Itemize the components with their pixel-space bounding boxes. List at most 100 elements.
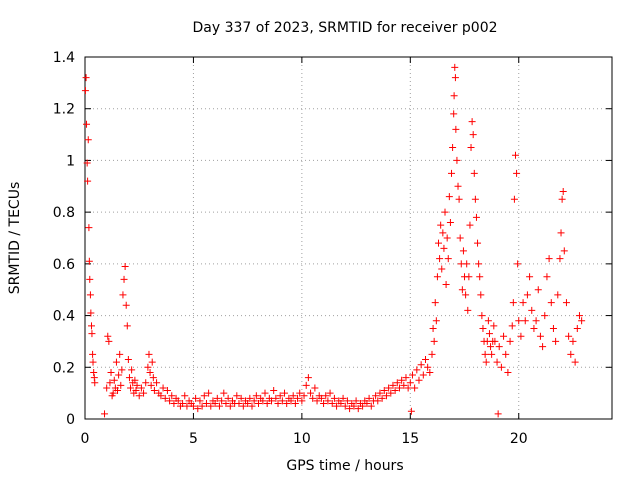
data-point-marker	[432, 317, 440, 325]
data-point-marker	[450, 92, 458, 100]
data-point-marker	[444, 255, 452, 263]
data-point-marker	[125, 374, 133, 382]
data-point-marker	[304, 374, 312, 382]
data-point-marker	[194, 405, 202, 413]
data-point-marker	[514, 260, 522, 268]
data-point-marker	[462, 291, 470, 299]
data-point-marker	[170, 399, 178, 407]
data-point-marker	[104, 332, 112, 340]
data-point-marker	[207, 402, 215, 410]
data-point-marker	[454, 182, 462, 190]
data-point-marker	[494, 410, 502, 418]
data-point-marker	[491, 337, 499, 345]
data-point-marker	[485, 330, 493, 338]
data-point-marker	[205, 389, 213, 397]
data-point-marker	[110, 376, 118, 384]
data-point-marker	[430, 337, 438, 345]
data-point-marker	[528, 306, 536, 314]
y-tick-label: 0.8	[53, 205, 75, 221]
data-point-marker	[83, 120, 91, 128]
data-point-marker	[448, 169, 456, 177]
data-point-marker	[302, 381, 310, 389]
data-point-marker	[289, 392, 297, 400]
data-point-marker	[352, 397, 360, 405]
data-point-marker	[115, 371, 123, 379]
data-point-marker	[391, 387, 399, 395]
data-point-marker	[150, 387, 158, 395]
data-point-marker	[140, 389, 148, 397]
data-point-marker	[346, 405, 354, 413]
data-point-marker	[484, 317, 492, 325]
data-point-marker	[523, 291, 531, 299]
data-point-marker	[298, 397, 306, 405]
y-tick-label: 0.4	[53, 309, 75, 325]
x-tick-label: 10	[293, 431, 311, 447]
data-point-marker	[393, 379, 401, 387]
data-point-marker	[128, 366, 136, 374]
y-axis-label: SRMTID / TECUs	[7, 182, 23, 295]
data-point-marker	[309, 394, 317, 402]
data-point-marker	[562, 299, 570, 307]
data-point-marker	[407, 407, 415, 415]
data-point-marker	[88, 322, 96, 330]
data-point-marker	[246, 394, 254, 402]
data-point-marker	[479, 325, 487, 332]
data-point-marker	[541, 312, 549, 320]
data-point-marker	[337, 399, 345, 407]
data-point-marker	[263, 399, 271, 407]
data-point-marker	[220, 389, 228, 397]
data-point-marker	[120, 275, 128, 283]
y-tick-label: 0.2	[53, 360, 75, 376]
data-point-marker	[181, 392, 189, 400]
data-point-marker	[428, 350, 436, 358]
data-point-marker	[179, 399, 187, 407]
data-point-marker	[317, 394, 325, 402]
data-point-marker	[119, 291, 127, 299]
data-point-marker	[82, 74, 90, 82]
data-point-marker	[85, 257, 93, 265]
data-point-marker	[224, 394, 232, 402]
data-point-marker	[215, 402, 223, 410]
y-tick-label: 1	[66, 153, 75, 169]
data-point-marker	[142, 379, 150, 387]
data-point-marker	[502, 350, 510, 358]
data-point-marker	[476, 273, 484, 281]
data-point-marker	[339, 394, 347, 402]
data-point-marker	[131, 376, 139, 384]
x-axis-label: GPS time / hours	[286, 458, 403, 474]
data-point-marker	[367, 402, 375, 410]
data-point-marker	[146, 368, 154, 376]
data-point-marker	[124, 356, 132, 364]
data-point-marker	[463, 260, 471, 268]
data-point-marker	[451, 74, 459, 82]
data-point-marker	[106, 379, 114, 387]
data-point-marker	[380, 387, 388, 395]
data-point-marker	[213, 394, 221, 402]
data-point-marker	[465, 273, 473, 281]
data-point-marker	[83, 159, 91, 167]
data-point-marker	[402, 374, 410, 382]
data-point-marker	[144, 363, 152, 371]
data-point-marker	[196, 397, 204, 405]
data-point-marker	[482, 358, 490, 366]
data-point-marker	[569, 337, 577, 345]
data-point-marker	[294, 394, 302, 402]
data-point-marker	[112, 358, 120, 366]
data-point-marker	[404, 384, 412, 392]
data-point-marker	[467, 144, 475, 151]
x-tick-label: 15	[401, 431, 419, 447]
data-point-marker	[558, 195, 566, 203]
data-point-marker	[536, 332, 544, 340]
data-point-marker	[107, 368, 115, 376]
data-point-marker	[239, 402, 247, 410]
data-point-marker	[389, 381, 397, 389]
data-point-marker	[526, 273, 534, 281]
data-point-marker	[466, 221, 474, 229]
data-point-marker	[446, 218, 454, 226]
data-point-marker	[400, 381, 408, 389]
data-point-marker	[395, 384, 403, 392]
data-point-marker	[123, 322, 131, 330]
data-point-marker	[455, 195, 463, 203]
data-point-marker	[513, 169, 521, 177]
data-point-marker	[509, 299, 517, 307]
